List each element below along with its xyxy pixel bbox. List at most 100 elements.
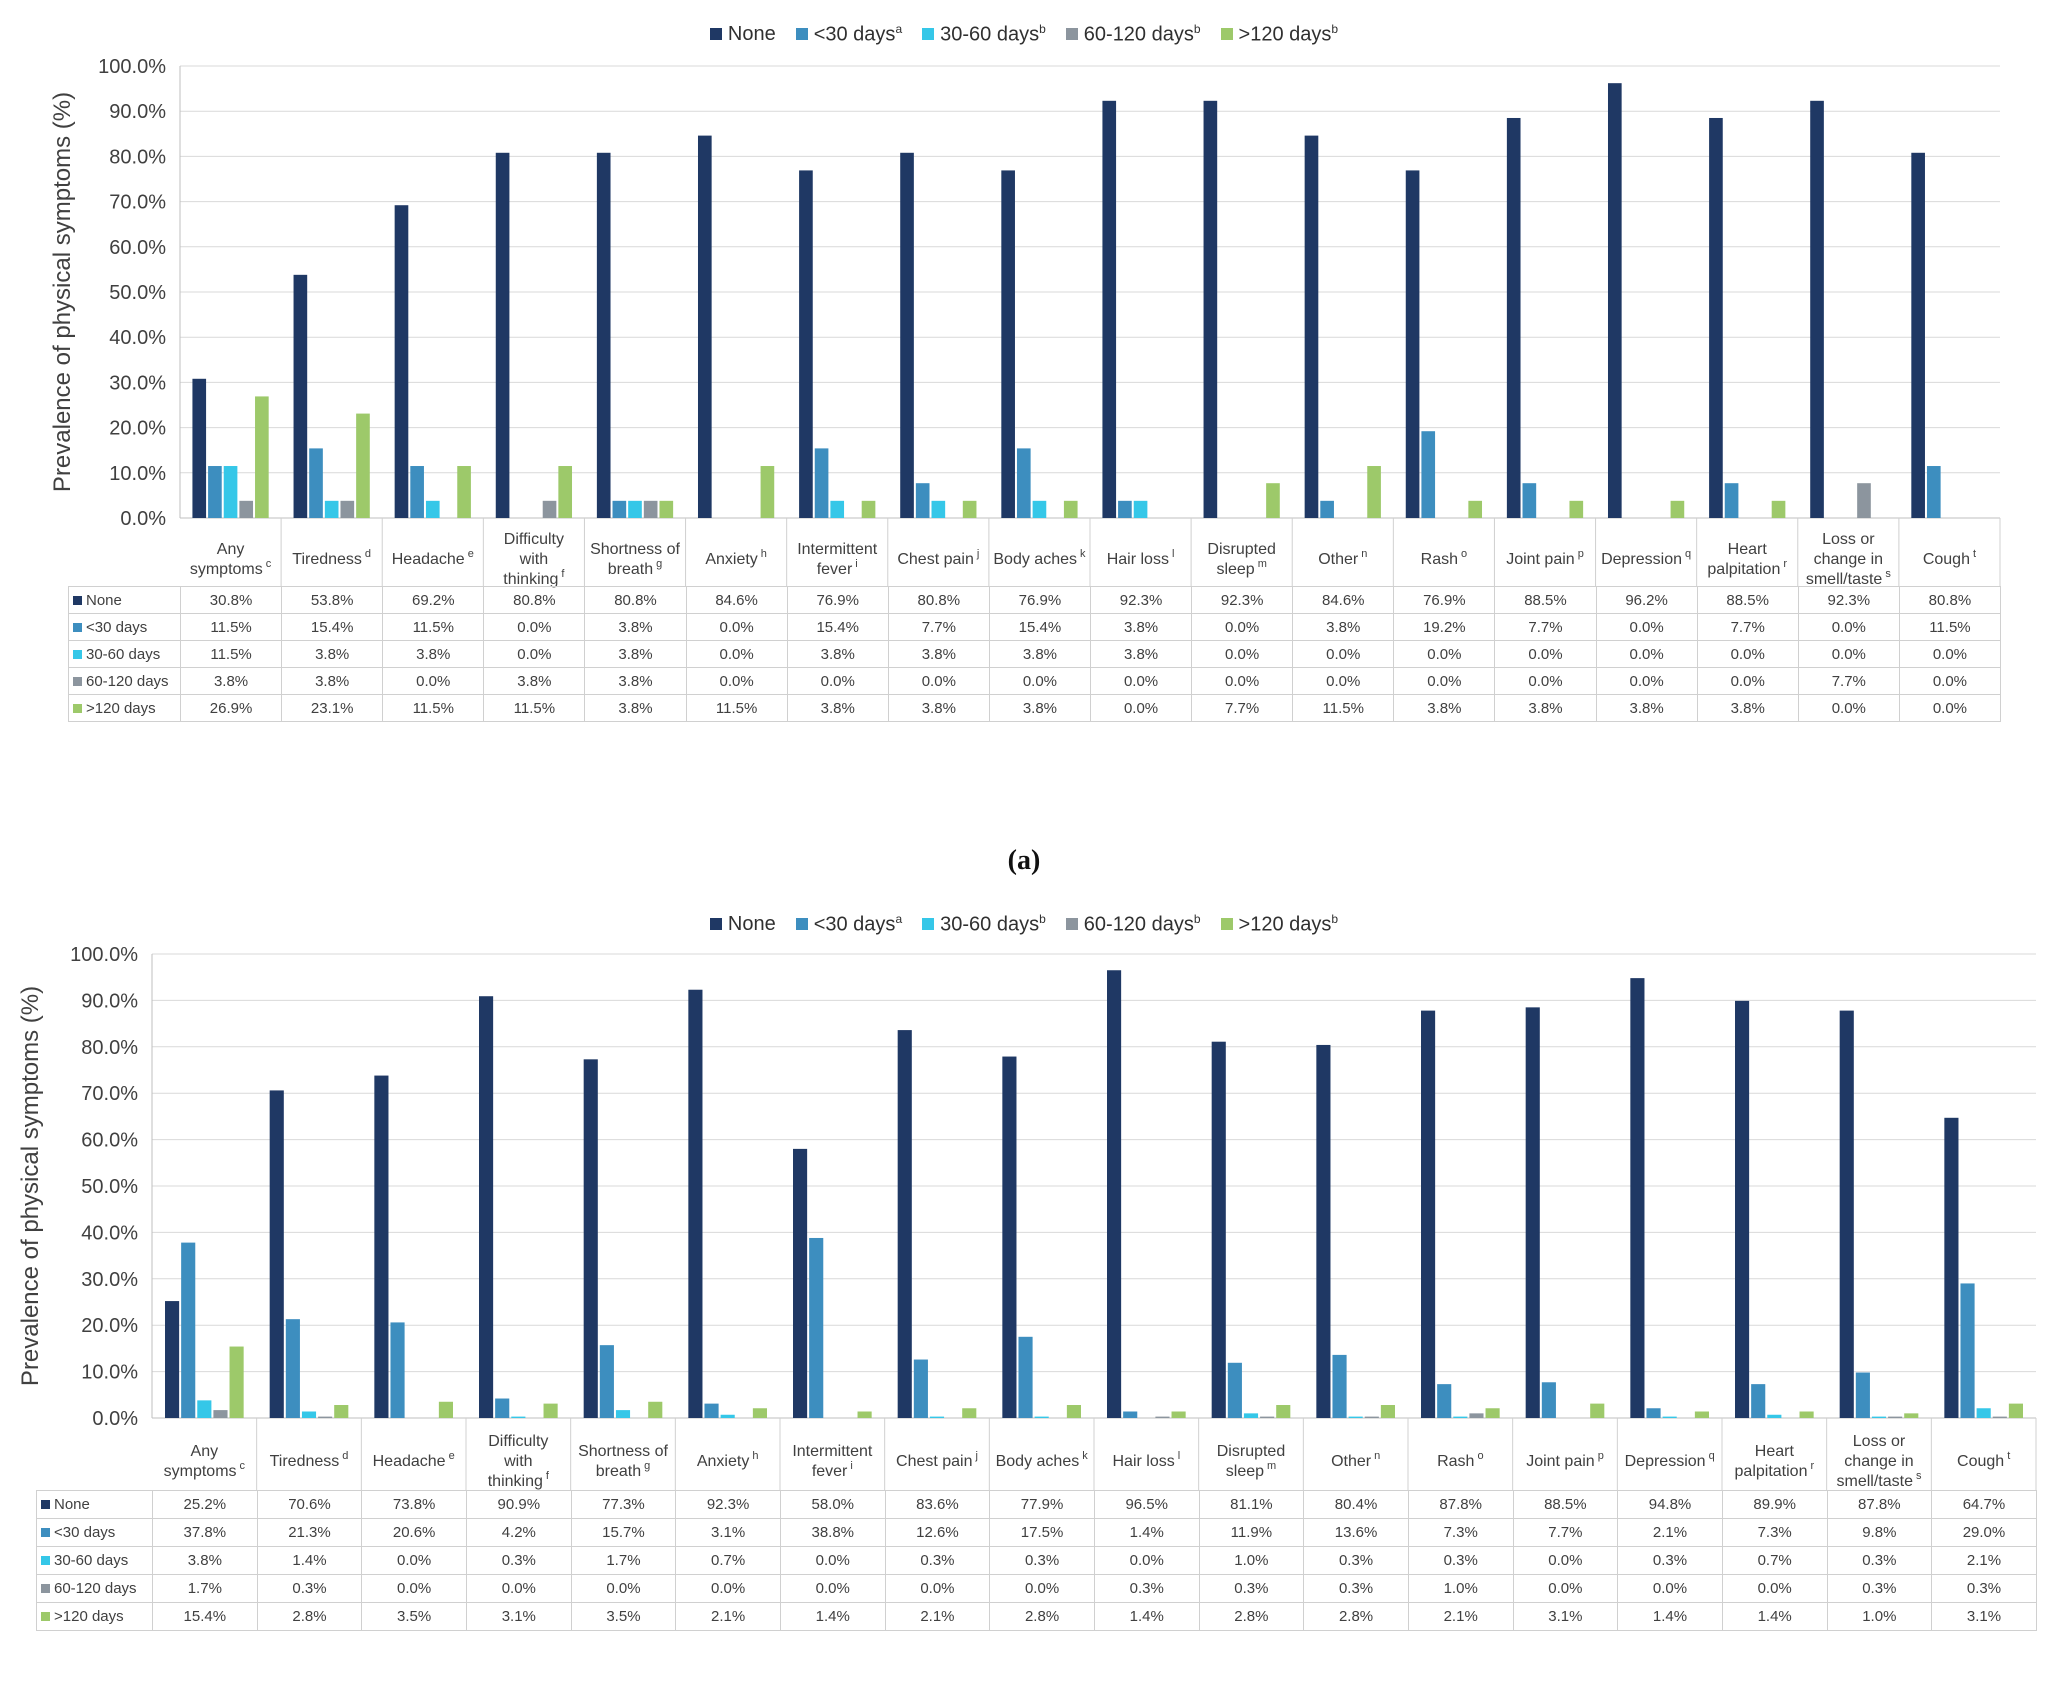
bar [1211,1041,1226,1418]
table-cell: 3.8% [887,640,990,668]
table-cell: 0.0% [1898,694,2001,722]
category-label: Headache e [392,548,474,568]
table-cell: 84.6% [1292,586,1395,614]
table-cell: 11.5% [1292,694,1395,722]
bar [1630,978,1645,1418]
category-label: Other n [1318,548,1367,568]
bar [2008,1403,2023,1418]
table-row: 30-60 days 11.5% 3.8% 3.8% 0.0% 3.8% 0.0% 3.8% 3… [68,640,2001,668]
category-label: Heart palpitation r [1707,541,1787,578]
table-cell: 3.8% [281,667,384,695]
bar [229,1346,244,1418]
bar [324,500,339,518]
category-label: Loss or change in smell/taste s [1806,531,1891,588]
category-label: Loss or change in smell/taste s [1837,1433,1922,1490]
table-cell: 37.8% [152,1518,258,1547]
table-cell: 0.0% [1089,667,1193,695]
table-cell: 7.7% [1797,667,1900,695]
legend: None <30 daysa 30-60 daysb 60-120 daysb >120… [0,22,2048,47]
table-cell: 0.0% [1595,640,1698,668]
table-cell: 87.8% [1826,1490,1933,1519]
table-cell: 69.2% [382,586,485,614]
bar [1348,1416,1363,1418]
table-row-header: 60-120 days [68,667,181,695]
category-label: Heart palpitation r [1735,1443,1815,1480]
legend-swatch [73,595,82,605]
table-cell: 1.0% [1826,1602,1933,1631]
bar [425,500,440,518]
category-label: Body aches k [993,548,1086,568]
table-cell: 17.5% [989,1518,1095,1547]
legend-swatch [41,1556,50,1565]
bar [356,413,370,518]
table-cell: 2.1% [1931,1546,2037,1575]
table-cell: 0.0% [685,640,788,668]
bar [1871,1416,1887,1418]
bar [1304,135,1319,518]
bar [1485,1408,1500,1418]
category-label: Chest pain j [896,1450,978,1470]
legend-swatch [41,1500,50,1509]
bar [628,500,642,518]
table-cell: 0.0% [1797,613,1900,641]
table-cell: 1.4% [1617,1602,1723,1631]
table-cell: 0.0% [1696,667,1799,695]
legend-swatch [73,676,82,686]
bar [1855,1372,1870,1418]
y-tick-label: 10.0% [109,463,166,485]
bar [1607,83,1622,519]
table-cell: 70.6% [256,1490,363,1519]
bar [861,500,876,518]
bar [394,205,409,518]
bar [1123,1411,1138,1418]
table-cell: 1.0% [1198,1546,1305,1575]
table-row-header: >120 days [68,694,181,722]
bar [1926,466,1941,518]
legend-swatch [1220,28,1233,41]
table-cell: 2.1% [675,1602,781,1631]
table-cell: 2.8% [256,1602,363,1631]
table-cell: 4.2% [465,1518,572,1547]
table-cell: 0.0% [1898,667,2001,695]
table-cell: 0.0% [483,613,586,641]
table-cell: 0.0% [1393,667,1496,695]
bar [1320,500,1334,518]
bar [583,1059,598,1418]
bar [438,1401,453,1418]
bar [1001,170,1015,519]
table-cell: 0.0% [1089,694,1193,722]
table-cell: 2.1% [1407,1602,1514,1631]
bar [900,152,914,518]
table-row: >120 days 26.9% 23.1% 11.5% 11.5% 3.8% 11.5% 3.… [68,694,2001,722]
legend-swatch [922,28,935,41]
table-cell: 90.9% [465,1490,572,1519]
table-cell: 3.8% [1089,640,1193,668]
category-label: Joint pain p [1526,1450,1604,1470]
bar [931,500,946,518]
table-cell: 7.7% [1512,1518,1619,1547]
bar [1243,1413,1259,1418]
category-label: Cough t [1957,1450,2010,1470]
table-cell: 15.4% [786,613,889,641]
bar [1155,1416,1170,1418]
bar [1016,448,1031,518]
bar [1857,483,1871,518]
table-row: 30-60 days 3.8% 1.4% 0.0% 0.3% 1.7% 0.7% 0.0% 0.… [36,1546,2037,1575]
data-table: None 30.8% 53.8% 69.2% 80.8% 80.8% 84.6% 76.9% 8… [68,586,2001,722]
table-cell: 0.3% [1198,1574,1305,1603]
table-cell: 0.0% [1721,1574,1828,1603]
legend-label: >120 daysb [1238,912,1339,936]
table-cell: 23.1% [281,694,384,722]
bar [542,500,557,518]
bar-chart: 0.0% 10.0% 20.0% 30.0% 40.0% 50.0% 60.0% 70.0% 8… [49,56,2001,588]
bar [1724,483,1739,518]
category-label: Chest pain j [897,548,979,568]
legend-swatch [795,918,808,931]
table-cell: 1.7% [152,1574,258,1603]
y-tick-label: 30.0% [109,372,166,394]
legend-swatch [1065,28,1078,41]
bar [1468,500,1483,518]
category-label: Disrupted sleep m [1207,541,1275,578]
legend-label: None [727,22,776,45]
table-cell: 0.7% [675,1546,781,1575]
